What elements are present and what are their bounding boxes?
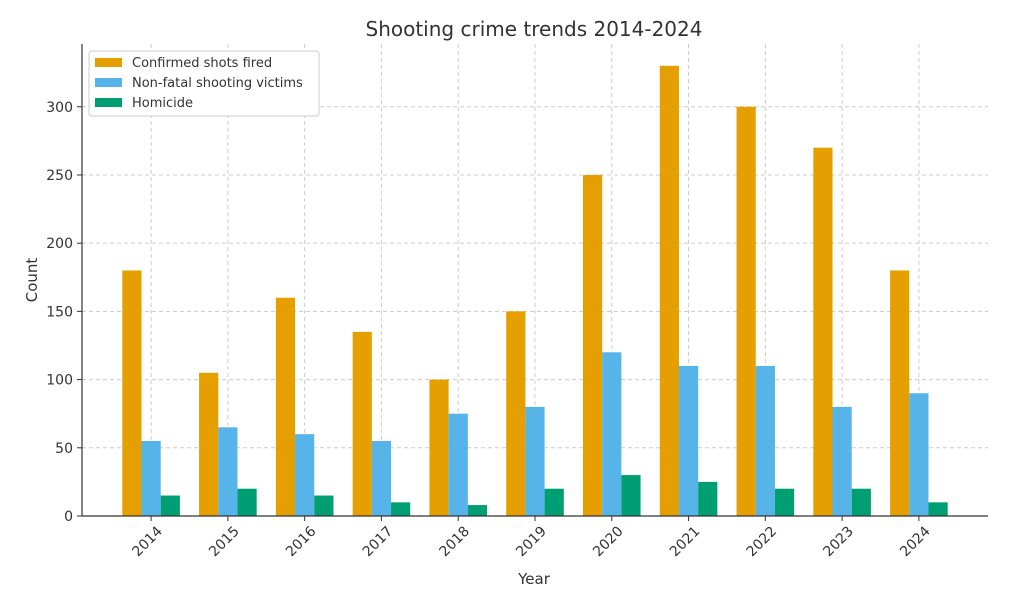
- y-tick-label: 200: [46, 236, 73, 252]
- bar-homicide-2024: [928, 502, 948, 516]
- x-tick-label: 2020: [590, 524, 627, 561]
- x-tick-label: 2021: [667, 524, 704, 561]
- legend-swatch: [95, 78, 122, 87]
- bar-confirmed-shots-fired-2020: [582, 174, 603, 516]
- bar-homicide-2019: [544, 488, 564, 516]
- bar-homicide-2014: [160, 495, 180, 516]
- bar-non-fatal-shooting-victims-2017: [371, 440, 392, 516]
- legend-swatch: [95, 98, 122, 107]
- legend: Confirmed shots fired Non-fatal shooting …: [88, 50, 320, 117]
- y-tick-label: 300: [46, 100, 73, 116]
- bar-non-fatal-shooting-victims-2023: [832, 406, 852, 516]
- legend-box: [88, 50, 320, 117]
- bar-homicide-2018: [467, 505, 488, 516]
- y-tick-label: 50: [55, 441, 73, 457]
- x-tick-label: 2022: [744, 524, 781, 561]
- legend-label: Homicide: [132, 96, 193, 111]
- y-tick-label: 100: [46, 373, 73, 389]
- bar-homicide-2020: [621, 475, 641, 516]
- bar-homicide-2022: [774, 488, 795, 516]
- x-tick-label: 2019: [513, 524, 550, 561]
- bar-non-fatal-shooting-victims-2024: [909, 393, 929, 516]
- chart-title: Shooting crime trends 2014-2024: [366, 17, 703, 41]
- x-tick-label: 2014: [129, 523, 166, 560]
- x-tick-label: 2023: [820, 524, 857, 561]
- legend-swatch: [95, 58, 122, 67]
- bar-homicide-2016: [314, 495, 334, 516]
- bar-confirmed-shots-fired-2014: [122, 270, 142, 516]
- y-tick-label: 150: [46, 304, 73, 320]
- x-tick-label: 2018: [437, 524, 474, 561]
- bar-confirmed-shots-fired-2022: [736, 106, 756, 517]
- bar-non-fatal-shooting-victims-2014: [141, 440, 161, 516]
- x-tick-label: 2017: [360, 524, 397, 561]
- y-tick-label: 250: [46, 168, 73, 184]
- bar-non-fatal-shooting-victims-2019: [525, 406, 545, 516]
- bar-homicide-2017: [391, 502, 411, 516]
- x-axis-label: Year: [517, 570, 551, 588]
- bar-homicide-2023: [851, 488, 871, 516]
- bar-confirmed-shots-fired-2016: [275, 297, 296, 516]
- bar-confirmed-shots-fired-2015: [199, 372, 219, 516]
- y-axis-label: Count: [23, 258, 41, 303]
- bar-non-fatal-shooting-victims-2022: [755, 365, 775, 516]
- bar-confirmed-shots-fired-2017: [352, 331, 372, 516]
- bar-homicide-2021: [698, 481, 718, 516]
- bar-non-fatal-shooting-victims-2021: [678, 365, 699, 516]
- bar-non-fatal-shooting-victims-2018: [448, 413, 468, 516]
- legend-label: Confirmed shots fired: [132, 56, 272, 71]
- bar-non-fatal-shooting-victims-2015: [218, 427, 238, 516]
- y-tick-label: 0: [64, 509, 73, 525]
- bar-confirmed-shots-fired-2024: [890, 270, 910, 516]
- bar-confirmed-shots-fired-2019: [506, 311, 526, 516]
- x-tick-label: 2015: [206, 524, 243, 561]
- bar-non-fatal-shooting-victims-2016: [295, 434, 315, 516]
- bar-confirmed-shots-fired-2021: [659, 65, 679, 516]
- bar-homicide-2015: [237, 488, 257, 516]
- bar-confirmed-shots-fired-2023: [813, 147, 833, 516]
- legend-label: Non-fatal shooting victims: [132, 76, 303, 91]
- bar-confirmed-shots-fired-2018: [429, 379, 449, 516]
- x-tick-label: 2016: [283, 523, 320, 560]
- x-tick-label: 2024: [897, 523, 934, 560]
- bar-non-fatal-shooting-victims-2020: [602, 352, 622, 516]
